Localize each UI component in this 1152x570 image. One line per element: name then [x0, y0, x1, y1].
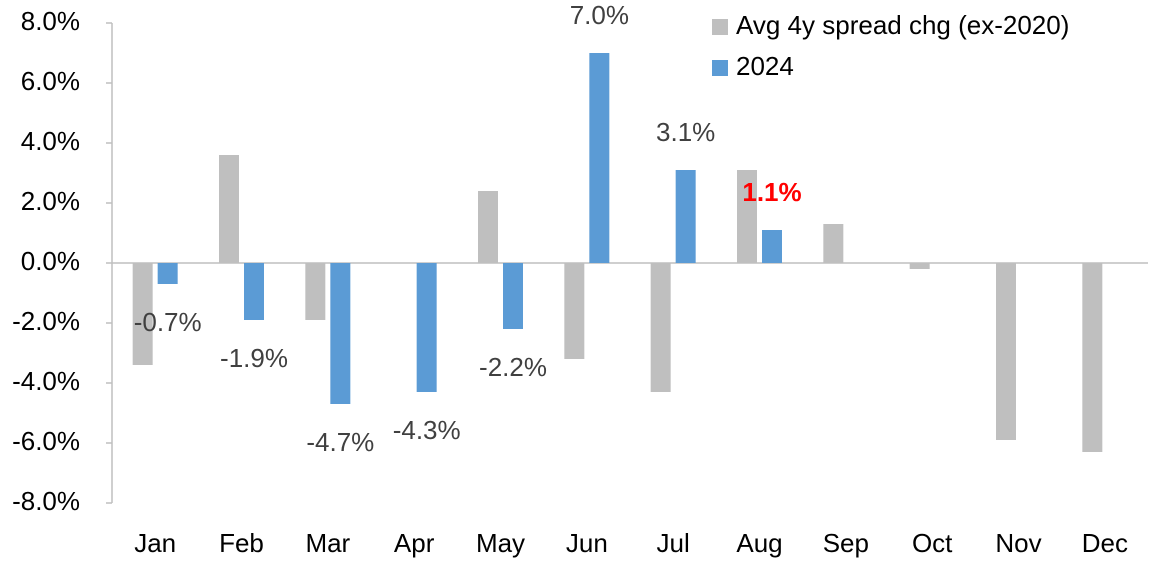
bar — [737, 170, 757, 263]
x-tick-label: Apr — [394, 528, 435, 558]
bar — [762, 230, 782, 263]
data-label: -1.9% — [220, 343, 288, 373]
x-tick-label: May — [476, 528, 525, 558]
y-tick-label: -8.0% — [12, 486, 80, 516]
y-tick-label: 6.0% — [21, 66, 80, 96]
bar — [157, 263, 178, 284]
legend-swatch — [712, 19, 728, 35]
x-tick-label: Jan — [134, 528, 176, 558]
bar — [330, 263, 351, 404]
bar — [416, 263, 437, 392]
x-tick-label: Sep — [823, 528, 869, 558]
y-tick-label: 4.0% — [21, 126, 80, 156]
bar — [219, 155, 239, 263]
data-label: 1.1% — [742, 177, 801, 207]
x-tick-label: Mar — [305, 528, 350, 558]
bar — [909, 263, 930, 269]
legend-label: 2024 — [736, 51, 794, 81]
data-label: -2.2% — [479, 352, 547, 382]
bar — [244, 263, 264, 320]
x-tick-label: Feb — [219, 528, 264, 558]
data-label: -4.7% — [306, 427, 374, 457]
y-tick-label: 0.0% — [21, 246, 80, 276]
x-tick-label: Aug — [736, 528, 782, 558]
bar — [589, 53, 610, 263]
data-label: -4.3% — [393, 415, 461, 445]
legend-label: Avg 4y spread chg (ex-2020) — [736, 10, 1069, 40]
y-tick-label: -6.0% — [12, 426, 80, 456]
x-tick-label: Jul — [657, 528, 690, 558]
bar — [305, 263, 326, 320]
x-tick-label: Dec — [1082, 528, 1128, 558]
bar — [478, 191, 498, 263]
y-tick-label: -2.0% — [12, 306, 80, 336]
bar — [650, 263, 671, 392]
bar — [503, 263, 523, 329]
data-label: 3.1% — [656, 117, 715, 147]
x-tick-label: Nov — [995, 528, 1041, 558]
data-label: -0.7% — [134, 307, 202, 337]
bar — [823, 224, 844, 263]
data-label: 7.0% — [570, 0, 629, 30]
y-tick-label: 2.0% — [21, 186, 80, 216]
x-tick-label: Jun — [566, 528, 608, 558]
bar — [675, 170, 696, 263]
y-tick-label: 8.0% — [21, 6, 80, 36]
y-tick-label: -4.0% — [12, 366, 80, 396]
x-tick-label: Oct — [912, 528, 953, 558]
bar — [1082, 263, 1103, 452]
bar — [564, 263, 585, 359]
bar — [996, 263, 1016, 440]
bar — [132, 263, 153, 365]
legend-swatch — [712, 60, 728, 76]
